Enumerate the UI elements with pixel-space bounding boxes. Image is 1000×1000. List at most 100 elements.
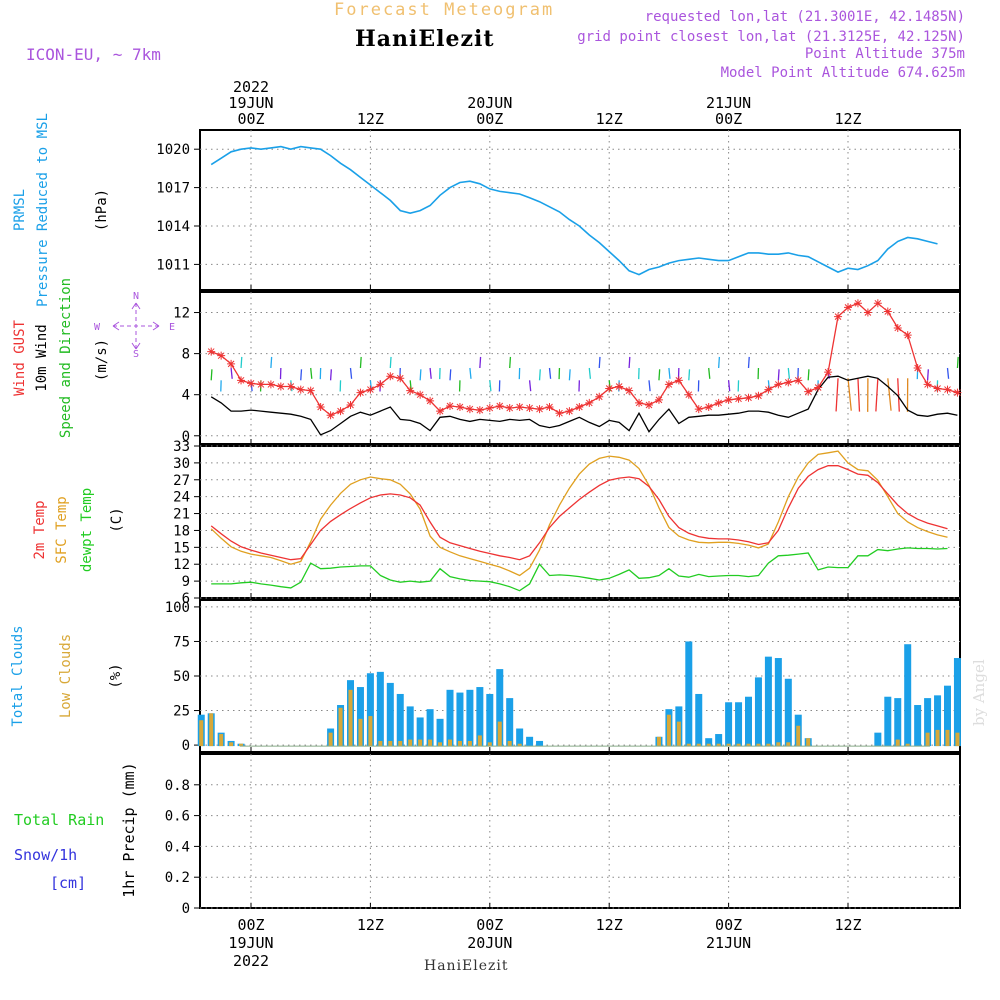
- gust-marker: [784, 378, 793, 387]
- wind-10m-label: 10m Wind: [34, 324, 50, 391]
- pressure-frame: [199, 129, 961, 291]
- total-clouds-label: Total Clouds: [10, 625, 26, 726]
- gust-marker: [505, 404, 514, 413]
- gust-marker: [446, 402, 454, 410]
- total-cloud-bar: [426, 709, 434, 747]
- compass-south: S: [133, 349, 139, 360]
- total-cloud-bar: [953, 658, 961, 747]
- gust-marker: [824, 368, 833, 377]
- gust-marker: [336, 407, 345, 416]
- wind-arrow: [509, 356, 512, 369]
- wind-gust-line: [210, 302, 958, 416]
- total-cloud-bar: [934, 695, 942, 747]
- total-cloud-bar: [466, 689, 474, 747]
- low-cloud-bar: [726, 743, 731, 747]
- compass-north: N: [133, 291, 139, 302]
- low-cloud-bar: [229, 742, 234, 747]
- total-cloud-bar: [784, 678, 792, 747]
- wind-arrow: [479, 356, 482, 369]
- total-cloud-bar: [536, 740, 544, 747]
- low-cloud-bar: [457, 740, 462, 747]
- wind-arrow: [875, 378, 879, 412]
- gust-marker: [316, 403, 325, 412]
- low-cloud-bar: [905, 743, 910, 747]
- low-cloud-bar: [477, 735, 482, 747]
- gust-marker: [834, 312, 843, 321]
- total-cloud-bar: [745, 696, 752, 747]
- temp-unit-label: (C): [109, 507, 125, 532]
- gust-marker: [794, 376, 803, 385]
- temp-sfc-label: SFC Temp: [54, 496, 70, 563]
- wind-arrow: [548, 367, 552, 379]
- gust-marker: [615, 382, 624, 391]
- bottom-time-label: 12Z: [596, 916, 623, 934]
- pressure-unit-label: (hPa): [94, 189, 110, 231]
- snow-label: Snow/1h: [14, 846, 77, 864]
- total-cloud-bar: [735, 702, 743, 747]
- low-cloud-bar: [467, 740, 472, 747]
- gust-marker: [366, 385, 375, 394]
- grid-point-coords: grid point closest lon,lat (21.3125E, 42…: [577, 29, 965, 45]
- gust-marker: [883, 307, 892, 316]
- y-tick-label: 30: [173, 456, 190, 472]
- low-cloud-bar: [686, 743, 691, 747]
- y-tick-label: 0: [182, 738, 190, 754]
- total-cloud-bar: [506, 698, 514, 747]
- gust-marker: [605, 384, 614, 393]
- app-title: Forecast Meteogram: [334, 0, 555, 20]
- wind-arrow: [727, 380, 731, 392]
- gust-marker: [475, 406, 484, 415]
- low-cloud-bar: [448, 739, 452, 747]
- gust-marker: [426, 396, 435, 405]
- gust-marker: [625, 386, 634, 395]
- bottom-time-label: 19JUN: [228, 934, 273, 952]
- low-cloud-bar: [408, 739, 413, 747]
- gust-marker: [565, 407, 574, 416]
- total-cloud-bar: [924, 698, 932, 747]
- low-cloud-bar: [955, 732, 960, 747]
- wind-arrows: [210, 356, 959, 412]
- low-cloud-bar: [328, 732, 333, 747]
- gust-marker: [346, 400, 355, 409]
- gust-marker: [863, 308, 872, 317]
- gust-marker: [356, 388, 365, 397]
- gust-marker: [585, 398, 594, 407]
- gust-marker: [714, 398, 723, 407]
- total-cloud-bar: [476, 687, 484, 747]
- gust-marker: [495, 402, 504, 410]
- total-cloud-bar: [446, 689, 454, 747]
- y-tick-label: 12: [173, 557, 190, 573]
- wind-arrow: [787, 367, 791, 379]
- y-tick-label: 100: [165, 600, 190, 616]
- low-cloud-bar: [716, 743, 721, 747]
- wind-arrow: [300, 369, 303, 381]
- y-tick-label: 8: [182, 347, 190, 363]
- gust-marker: [555, 409, 564, 418]
- gust-marker: [545, 403, 554, 412]
- total-rain-label: Total Rain: [14, 811, 104, 829]
- precip-frame: [199, 753, 961, 909]
- total-cloud-bar: [725, 702, 733, 747]
- wind-arrow: [489, 380, 492, 392]
- compass-arrowheads: [112, 302, 160, 350]
- wind-frame: [199, 291, 961, 445]
- y-tick-label: 24: [173, 490, 190, 506]
- wind-arrow: [588, 367, 592, 379]
- low-cloud-bar: [656, 736, 661, 747]
- low-cloud-bar: [945, 729, 950, 747]
- wind-arrow: [857, 378, 861, 412]
- sfc-temp-line: [210, 450, 948, 577]
- gust-marker: [575, 403, 584, 412]
- total-cloud-bar: [396, 693, 404, 747]
- low-cloud-bar: [786, 742, 791, 747]
- low-cloud-bar: [696, 743, 701, 747]
- y-tick-label: 0: [182, 901, 190, 917]
- clouds-panel: 0 25 50 75 100: [165, 599, 961, 754]
- gust-marker: [386, 372, 395, 381]
- gust-marker: [664, 380, 673, 389]
- bottom-time-label: 20JUN: [467, 934, 512, 952]
- wind-arrow: [389, 356, 392, 369]
- wind-10m-line: [210, 375, 958, 436]
- gust-marker: [774, 380, 783, 389]
